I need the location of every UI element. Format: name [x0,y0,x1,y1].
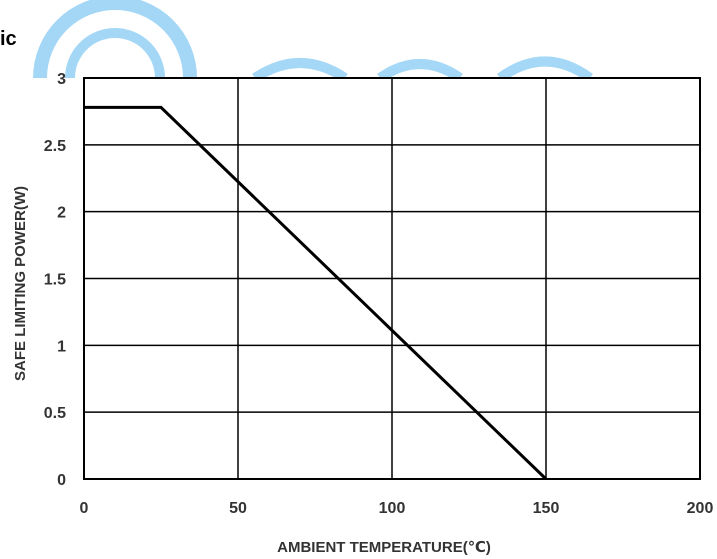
series [84,105,548,481]
grid [83,77,701,480]
x-tick-label: 200 [687,500,714,517]
x-axis-title: AMBIENT TEMPERATURE(℃) [277,539,491,556]
y-tick-label: 1.5 [44,272,66,289]
watermark-stroke [252,56,593,83]
x-tick-labels: 0 50 100 150 200 [80,500,714,517]
y-tick-label: 3 [57,71,66,88]
y-tick-label: 2.5 [44,138,66,155]
y-tick-label: 0.5 [44,405,66,422]
y-tick-label: 1 [57,338,66,355]
x-tick-label: 150 [533,500,560,517]
heading-fragment: ic [0,28,17,50]
y-tick-label: 2 [57,205,66,222]
y-tick-labels: 0 0.5 1 1.5 2 2.5 3 [44,71,66,489]
x-tick-label: 50 [229,500,247,517]
x-tick-label: 100 [379,500,406,517]
x-tick-label: 0 [80,500,89,517]
watermark-arc [33,0,197,79]
watermark [33,0,593,83]
plot-border [83,77,701,480]
y-axis-title: SAFE LIMITING POWER(W) [12,186,29,381]
y-tick-label: 0 [57,472,66,489]
series-line [84,105,548,481]
watermark-arc [65,28,165,79]
